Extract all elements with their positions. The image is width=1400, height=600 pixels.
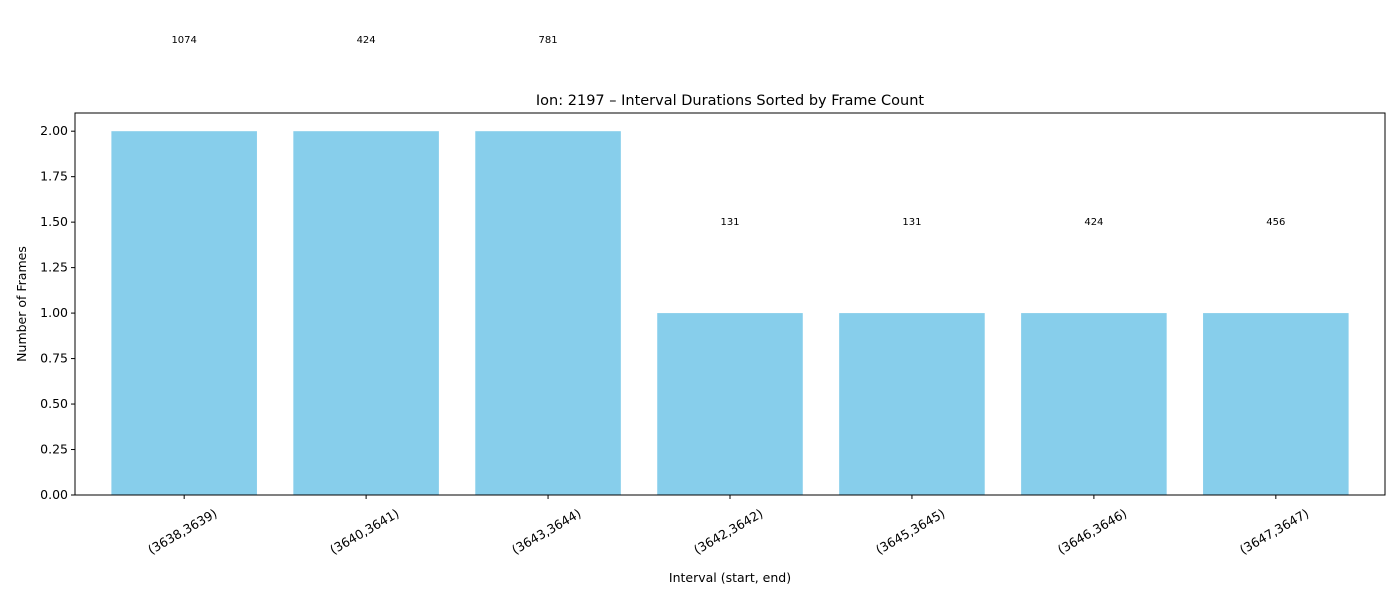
- y-tick-label: 1.25: [40, 260, 68, 275]
- y-axis-label: Number of Frames: [14, 246, 29, 362]
- bar: [111, 131, 257, 495]
- y-tick-label: 1.00: [40, 305, 68, 320]
- bar-value-label: 424: [1084, 217, 1103, 228]
- bar: [1203, 313, 1349, 495]
- x-tick-label: (3643,3644): [509, 506, 583, 558]
- bar: [657, 313, 803, 495]
- bar-value-label: 424: [357, 35, 376, 46]
- bar-value-label: 456: [1266, 217, 1285, 228]
- y-tick-label: 1.50: [40, 214, 68, 229]
- x-tick-label: (3646,3646): [1055, 506, 1129, 558]
- y-tick-label: 2.00: [40, 123, 68, 138]
- x-tick-label: (3640,3641): [327, 506, 401, 558]
- chart-title: Ion: 2197 – Interval Durations Sorted by…: [536, 93, 924, 109]
- bar-value-label: 131: [720, 217, 739, 228]
- y-tick-label: 1.75: [40, 169, 68, 184]
- bars-group: [111, 131, 1349, 495]
- bar-value-label: 131: [902, 217, 921, 228]
- bar: [1021, 313, 1167, 495]
- bar-value-label: 781: [539, 35, 558, 46]
- x-tick-label: (3645,3645): [873, 506, 947, 558]
- bar-value-label: 1074: [171, 35, 196, 46]
- bar: [293, 131, 439, 495]
- x-axis: (3638,3639) (3640,3641) (3643,3644) (3642,3…: [145, 495, 1311, 557]
- x-tick-label: (3647,3647): [1237, 506, 1311, 558]
- y-tick-label: 0.50: [40, 396, 68, 411]
- y-axis: 0.00 0.25 0.50 0.75 1.00 1.25 1.50 1.75 2.00: [40, 123, 75, 502]
- bar: [475, 131, 621, 495]
- bar: [839, 313, 985, 495]
- x-tick-label: (3642,3642): [691, 506, 765, 558]
- plot-frame: [74, 112, 1386, 496]
- y-tick-label: 0.25: [40, 442, 68, 457]
- y-tick-label: 0.75: [40, 351, 68, 366]
- y-tick-label: 0.00: [40, 487, 68, 502]
- x-tick-label: (3638,3639): [145, 506, 219, 558]
- x-axis-label: Interval (start, end): [669, 570, 791, 585]
- bar-labels-group: 1074 424 781 131 131 424 456: [171, 35, 1285, 228]
